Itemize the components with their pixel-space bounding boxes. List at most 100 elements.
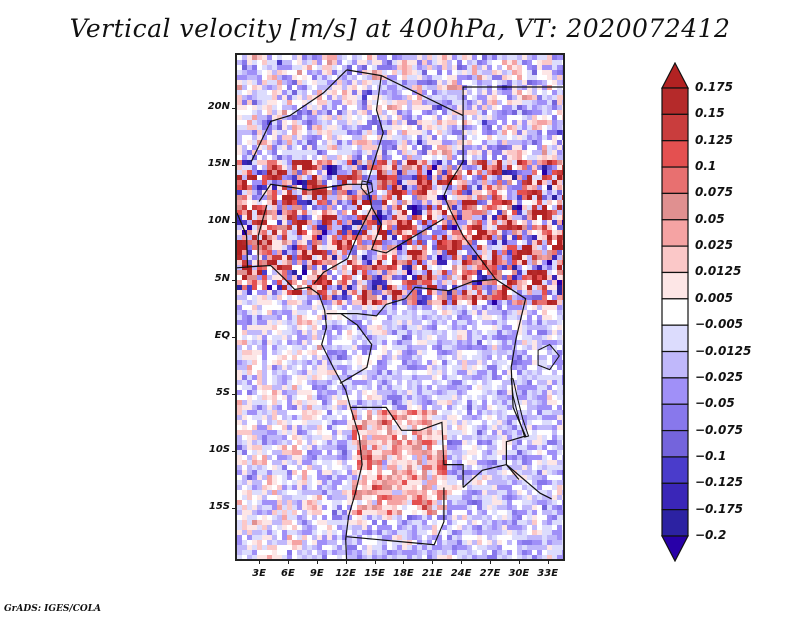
colorbar-swatch xyxy=(661,192,689,221)
lon-tick xyxy=(374,560,376,564)
lat-tick-label: 10S xyxy=(208,444,230,456)
lat-tick-label: 5N xyxy=(214,272,230,284)
lon-tick xyxy=(316,560,318,564)
lat-tick-label: 15N xyxy=(207,158,230,170)
lon-tick xyxy=(489,560,491,564)
colorbar-tick-label: 0.15 xyxy=(695,106,725,121)
coastline-west-africa xyxy=(237,264,363,559)
colorbar-tick-label: −0.075 xyxy=(695,422,744,437)
lat-tick-label: 20N xyxy=(207,100,230,112)
colorbar-tick-label: 0.025 xyxy=(695,238,733,253)
lon-tick xyxy=(403,560,405,564)
colorbar-tick-label: 0.05 xyxy=(695,211,725,226)
colorbar-swatch xyxy=(661,166,689,195)
colorbar-swatch xyxy=(661,456,689,484)
lon-tick xyxy=(345,560,347,564)
border-gabon-congo xyxy=(339,313,373,384)
colorbar-swatch xyxy=(661,350,689,379)
lon-tick xyxy=(547,560,549,564)
lon-tick-label: 21E xyxy=(421,568,443,579)
lat-tick-label: 5S xyxy=(215,386,230,398)
colorbar-swatch xyxy=(661,482,689,511)
lon-tick-label: 30E xyxy=(508,568,530,579)
colorbar-tick-label: 0.125 xyxy=(695,132,733,147)
border-niger-algeria xyxy=(250,69,348,162)
border-cameroon-chad-car xyxy=(370,206,445,254)
border-niger-nigeria xyxy=(258,183,367,202)
colorbar-swatch xyxy=(661,403,689,432)
lat-tick-label: 10N xyxy=(207,215,230,227)
colorbar-swatch xyxy=(661,87,689,115)
colorbar-swatch xyxy=(661,377,689,405)
lake-chad xyxy=(360,180,374,196)
colorbar-swatch xyxy=(661,324,689,353)
border-car-drc xyxy=(385,278,496,305)
border-drc-angola xyxy=(350,406,464,488)
lon-tick-label: 27E xyxy=(479,568,501,579)
colorbar-tick-label: 0.175 xyxy=(695,80,733,94)
lat-tick-label: 15S xyxy=(208,501,230,513)
border-nigeria-cameroon xyxy=(313,184,373,285)
lon-tick-label: 24E xyxy=(450,568,472,579)
lon-tick-label: 6E xyxy=(281,568,295,579)
lat-tick xyxy=(232,336,236,338)
colorbar-tick-label: −0.125 xyxy=(695,475,744,490)
lat-tick xyxy=(232,393,236,395)
lat-tick xyxy=(232,451,236,453)
lon-tick xyxy=(461,560,463,564)
colorbar-swatch xyxy=(661,140,689,168)
border-cameroon-congo xyxy=(326,304,387,317)
colorbar-swatch xyxy=(661,113,689,142)
colorbar-swatch xyxy=(661,509,689,537)
colorbar-tick-label: −0.05 xyxy=(695,396,735,411)
lon-tick xyxy=(518,560,520,564)
lat-tick xyxy=(232,165,236,167)
colorbar xyxy=(661,62,689,562)
lon-tick xyxy=(259,560,261,564)
colorbar-extend-min xyxy=(661,535,689,562)
lat-tick xyxy=(232,107,236,109)
colorbar-swatch xyxy=(661,271,689,300)
colorbar-tick-label: 0.075 xyxy=(695,185,733,200)
colorbar-tick-label: −0.0125 xyxy=(695,343,752,358)
lake-tanganyika xyxy=(510,378,530,438)
lon-tick xyxy=(432,560,434,564)
colorbar-tick-label: 0.005 xyxy=(695,290,733,305)
lon-tick-label: 15E xyxy=(364,568,385,579)
colorbar-extend-max xyxy=(661,62,689,89)
border-nigeria-benin xyxy=(257,204,268,267)
colorbar-tick-label: 0.0125 xyxy=(695,264,742,279)
lat-tick-label: EQ xyxy=(214,329,230,341)
colorbar-tick-label: −0.025 xyxy=(695,369,744,384)
border-sudan-egypt xyxy=(462,86,563,116)
colorbar-swatch xyxy=(661,219,689,247)
colorbar-tick-label: −0.005 xyxy=(695,317,744,332)
lat-tick xyxy=(232,222,236,224)
lat-tick xyxy=(232,508,236,510)
lat-tick xyxy=(232,279,236,281)
lon-tick-label: 12E xyxy=(335,568,357,579)
border-chad-sudan xyxy=(443,115,497,280)
colorbar-swatch xyxy=(661,298,689,326)
colorbar-tick-label: −0.1 xyxy=(695,448,727,463)
colorbar-swatch xyxy=(661,429,689,458)
colorbar-tick-label: −0.175 xyxy=(695,501,744,516)
border-drc-east xyxy=(495,278,527,480)
shaded-cells xyxy=(237,55,563,559)
border-zambia xyxy=(462,463,552,500)
lon-tick-label: 9E xyxy=(309,568,324,579)
map-title: Vertical velocity [m/s] at 400hPa, VT: 2… xyxy=(69,14,731,43)
border-benin-togo xyxy=(237,212,249,268)
colorbar-tick-label: −0.2 xyxy=(695,528,727,542)
grads-credit: GrADS: IGES/COLA xyxy=(4,604,102,614)
lake-victoria xyxy=(537,343,560,371)
lon-tick-label: 18E xyxy=(392,568,414,579)
map-plot-area xyxy=(235,53,565,561)
lon-tick-label: 3E xyxy=(252,568,266,579)
vertical-velocity-field xyxy=(237,55,563,559)
lon-tick-label: 33E xyxy=(537,568,559,579)
border-niger-chad xyxy=(366,75,384,185)
colorbar-tick-label: 0.1 xyxy=(695,159,717,174)
border-angola-zambia-namibia xyxy=(346,487,445,546)
colorbar-swatch xyxy=(661,245,689,274)
